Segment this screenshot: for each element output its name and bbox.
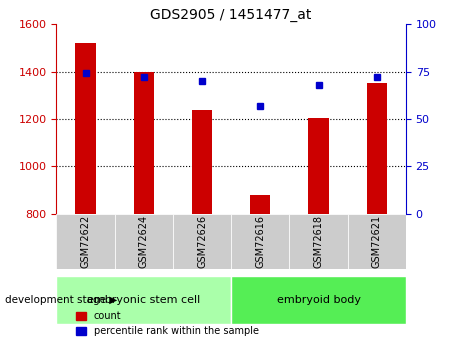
Text: GSM72626: GSM72626 [197, 215, 207, 268]
Text: GSM72618: GSM72618 [313, 215, 323, 268]
Text: GSM72624: GSM72624 [139, 215, 149, 268]
FancyBboxPatch shape [173, 214, 231, 269]
FancyBboxPatch shape [56, 214, 115, 269]
Bar [75, 43, 96, 214]
FancyBboxPatch shape [348, 214, 406, 269]
Bar [367, 83, 387, 214]
Text: embryoid body: embryoid body [276, 295, 360, 305]
Legend: count, percentile rank within the sample: count, percentile rank within the sample [73, 307, 263, 340]
FancyBboxPatch shape [115, 214, 173, 269]
Bar [192, 109, 212, 214]
Bar [133, 71, 154, 214]
Title: GDS2905 / 1451477_at: GDS2905 / 1451477_at [151, 8, 312, 22]
Text: GSM72622: GSM72622 [80, 215, 91, 268]
FancyBboxPatch shape [56, 276, 231, 324]
FancyBboxPatch shape [231, 214, 290, 269]
Bar [250, 195, 271, 214]
FancyBboxPatch shape [290, 214, 348, 269]
Text: GSM72616: GSM72616 [255, 215, 265, 268]
Text: GSM72621: GSM72621 [372, 215, 382, 268]
Bar [308, 118, 329, 214]
FancyBboxPatch shape [231, 276, 406, 324]
Text: development stage ▶: development stage ▶ [5, 295, 117, 305]
Text: embryonic stem cell: embryonic stem cell [87, 295, 200, 305]
